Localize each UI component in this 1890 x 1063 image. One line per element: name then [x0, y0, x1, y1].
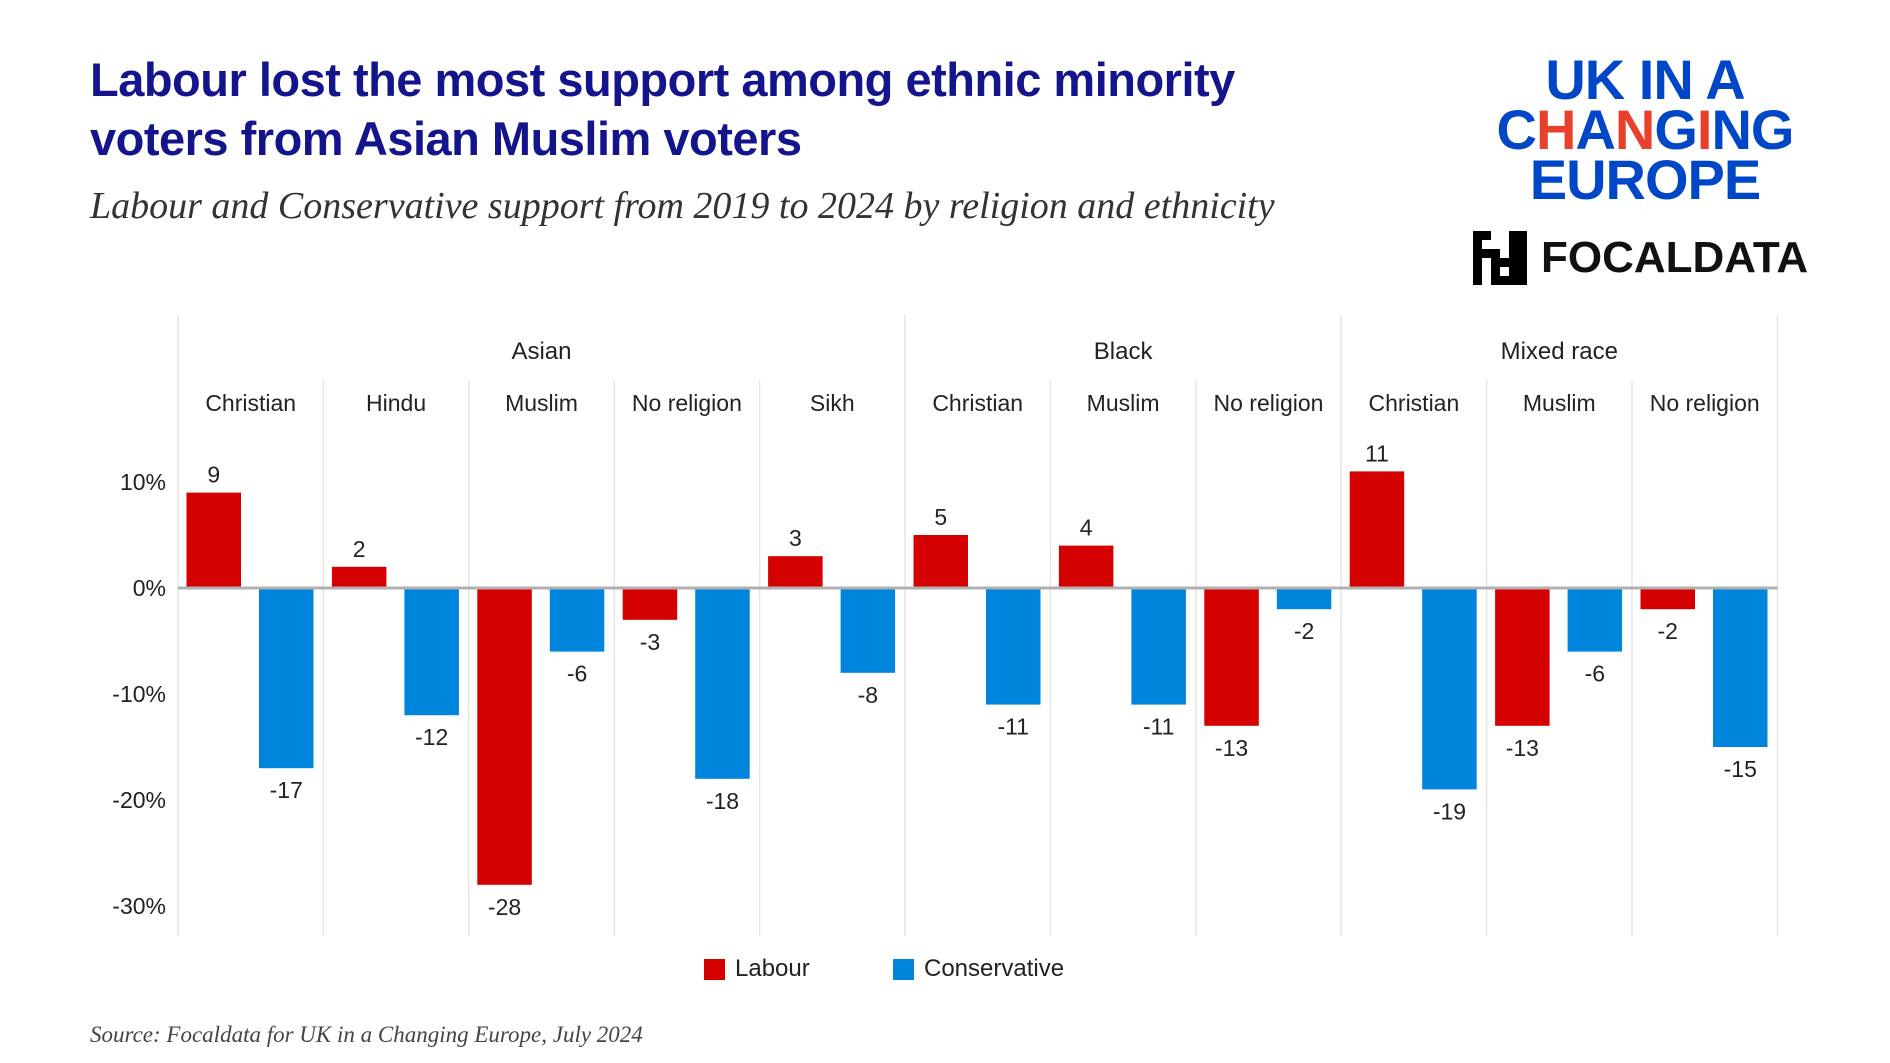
data-label: 9: [207, 462, 220, 488]
bar-labour: [913, 535, 968, 588]
category-header: Hindu: [366, 390, 426, 416]
data-label: 11: [1365, 440, 1389, 466]
bar-conservative: [1713, 588, 1768, 747]
group-header: Black: [1094, 338, 1154, 365]
data-label: -11: [1143, 714, 1175, 740]
data-label: -18: [706, 788, 739, 814]
bar-labour: [622, 588, 678, 620]
focaldata-mark-icon: [1473, 231, 1527, 285]
data-label: -13: [1215, 735, 1248, 761]
bar-labour: [477, 588, 532, 885]
data-label: -11: [997, 714, 1029, 740]
focaldata-logo: FOCALDATA: [1470, 231, 1820, 285]
data-label: -6: [1585, 661, 1605, 687]
chart-subtitle: Labour and Conservative support from 201…: [90, 185, 1275, 227]
category-header: Muslim: [1087, 390, 1160, 416]
y-tick-label: -20%: [112, 787, 166, 813]
y-tick-label: -10%: [112, 681, 166, 707]
bar-labour: [1640, 588, 1695, 610]
data-label: -12: [415, 724, 448, 750]
legend-swatch-conservative: [893, 958, 914, 980]
y-tick-label: 0%: [133, 575, 166, 601]
bar-labour: [768, 556, 823, 588]
category-header: Muslim: [1523, 390, 1596, 416]
bar-conservative: [549, 588, 605, 652]
legend-swatch-labour: [704, 958, 725, 980]
category-header: Sikh: [810, 390, 855, 416]
data-label: -3: [640, 629, 660, 655]
data-label: -2: [1294, 618, 1314, 644]
logos: UK IN A CHANGING EUROPE FOCALDATA: [1470, 48, 1820, 285]
bar-chart: 10% 0% -10% -20% -30% Asian Christian Hindu Musl…: [112, 315, 1779, 936]
focaldata-wordmark: FOCALDATA: [1541, 233, 1809, 282]
group-header: Asian: [511, 338, 571, 365]
category-header: No religion: [632, 390, 742, 416]
data-label: -6: [567, 661, 587, 687]
ukice-logo: UK IN A CHANGING EUROPE: [1470, 48, 1820, 211]
data-label: 5: [934, 504, 947, 530]
bar-conservative: [986, 588, 1041, 705]
logo-line: UK IN A: [1545, 48, 1745, 111]
data-label: -28: [488, 894, 521, 920]
bar-labour: [1495, 588, 1550, 726]
source-note: Source: Focaldata for UK in a Changing E…: [90, 1022, 643, 1047]
category-header: Christian: [1369, 390, 1460, 416]
category-header: Muslim: [505, 390, 578, 416]
data-label: -17: [270, 777, 303, 803]
title-line-2: voters from Asian Muslim voters: [90, 112, 802, 165]
logo-line: EUROPE: [1529, 148, 1762, 211]
category-header: Christian: [932, 390, 1023, 416]
data-label: -15: [1724, 756, 1757, 782]
bar-conservative: [1567, 588, 1623, 652]
y-tick-label: -30%: [112, 893, 166, 919]
data-label: -2: [1658, 618, 1678, 644]
data-label: 4: [1080, 515, 1093, 541]
bar-labour: [1349, 471, 1405, 588]
legend-item-labour: Labour: [704, 955, 810, 983]
bar-labour: [1204, 588, 1259, 726]
bar-conservative: [695, 588, 750, 779]
bar-labour: [331, 566, 387, 588]
data-label: -8: [858, 682, 878, 708]
legend: Labour Conservative: [0, 955, 1890, 985]
data-label: -13: [1506, 735, 1539, 761]
bar-labour: [186, 492, 241, 588]
category-header: Christian: [205, 390, 296, 416]
category-header: No religion: [1650, 390, 1760, 416]
legend-item-conservative: Conservative: [893, 955, 1064, 983]
bar-conservative: [1422, 588, 1477, 790]
category-header: No religion: [1214, 390, 1324, 416]
data-label: -19: [1433, 798, 1466, 824]
legend-label-labour: Labour: [735, 955, 810, 982]
bar-conservative: [1131, 588, 1186, 705]
bar-conservative: [1276, 588, 1332, 610]
group-header: Mixed race: [1501, 338, 1618, 365]
bar-conservative: [259, 588, 314, 769]
legend-label-conservative: Conservative: [924, 955, 1065, 982]
logo-line: CHANGING: [1496, 98, 1795, 161]
bar-conservative: [404, 588, 459, 716]
data-label: 3: [789, 525, 802, 551]
y-tick-label: 10%: [120, 469, 166, 495]
bar-conservative: [840, 588, 896, 673]
chart-title: Labour lost the most support among ethni…: [90, 50, 1390, 168]
title-line-1: Labour lost the most support among ethni…: [90, 53, 1235, 106]
bar-labour: [1058, 545, 1114, 588]
data-label: 2: [353, 536, 366, 562]
